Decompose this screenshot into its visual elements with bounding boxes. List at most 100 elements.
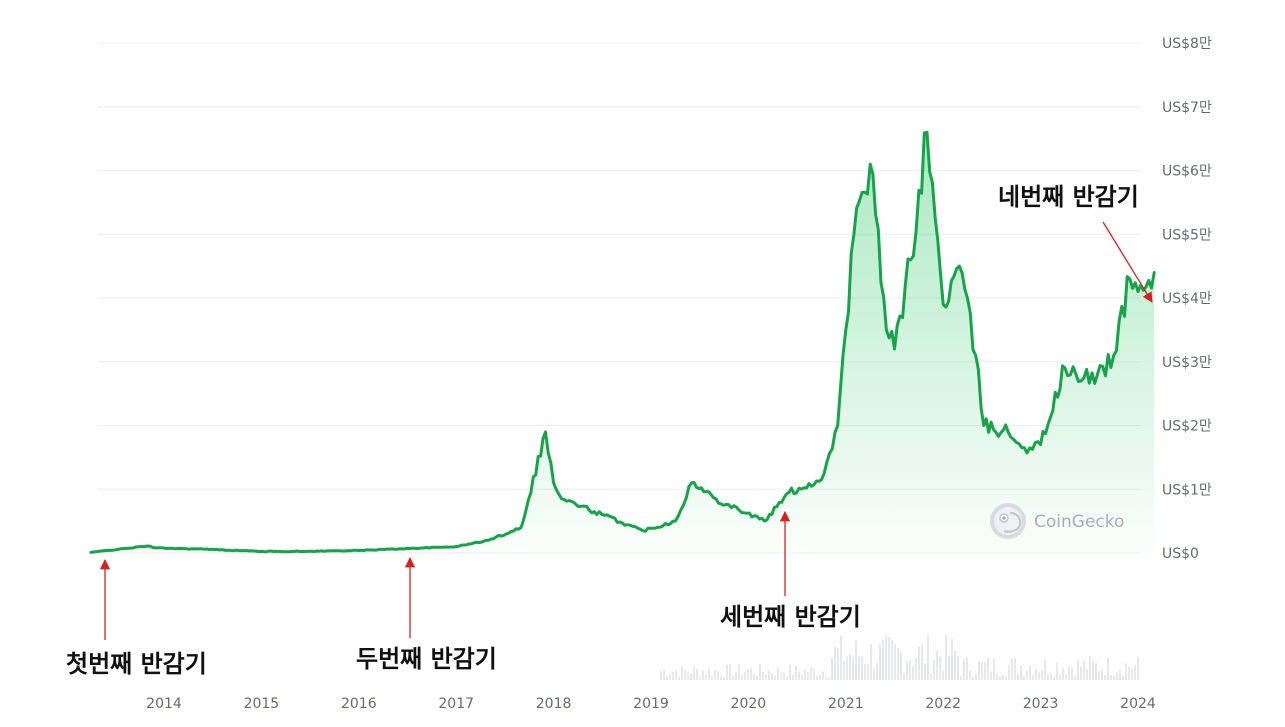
volume-bar (1056, 662, 1058, 680)
volume-bar (756, 675, 758, 680)
volume-bar (687, 672, 689, 680)
watermark: CoinGecko (990, 503, 1124, 539)
volume-bar (822, 671, 824, 680)
volume-bar (696, 668, 698, 680)
volume-bar (798, 671, 800, 680)
volume-bar (969, 670, 971, 680)
volume-bar (1062, 667, 1064, 680)
y-tick-label: US$1만 (1162, 482, 1212, 498)
volume-bar (693, 666, 695, 680)
volume-bar (960, 676, 962, 680)
x-tick-label: 2019 (633, 696, 669, 712)
volume-bar (1095, 662, 1097, 680)
price-area-fill (90, 132, 1155, 554)
volume-bar (1059, 674, 1061, 680)
volume-bar (708, 668, 710, 680)
volume-bar (945, 634, 947, 680)
x-tick-label: 2024 (1120, 696, 1156, 712)
volume-bar (1065, 674, 1067, 680)
volume-bar (915, 658, 917, 680)
volume-bar (780, 672, 782, 680)
volume-bar (903, 673, 905, 680)
volume-bar (801, 674, 803, 680)
x-tick-label: 2021 (828, 696, 864, 712)
y-tick-label: US$5만 (1162, 227, 1212, 243)
y-tick-label: US$3만 (1162, 355, 1212, 371)
volume-bar (771, 673, 773, 680)
volume-bar (726, 664, 728, 680)
halving-arrow (1102, 221, 1153, 303)
volume-bar (996, 672, 998, 680)
volume-bar (672, 671, 674, 680)
y-tick-label: US$6만 (1162, 164, 1212, 180)
volume-bar (1092, 660, 1094, 680)
volume-bar (747, 670, 749, 680)
volume-bar (819, 674, 821, 680)
volume-bar (909, 659, 911, 680)
volume-bar (1107, 657, 1109, 680)
volume-bar (1134, 664, 1136, 680)
volume-bar (1014, 658, 1016, 680)
volume-bar (810, 667, 812, 680)
volume-bar (873, 668, 875, 680)
volume-bar (990, 671, 992, 680)
volume-bar (717, 671, 719, 680)
volume-bar (729, 664, 731, 680)
volume-bar (678, 676, 680, 680)
volume-bar (1128, 667, 1130, 680)
volume-bar (921, 644, 923, 680)
volume-bar (792, 674, 794, 680)
volume-bar (978, 661, 980, 680)
volume-bar (885, 635, 887, 680)
volume-bar (1125, 663, 1127, 680)
volume-bar (1044, 659, 1046, 680)
volume-bar (777, 667, 779, 680)
volume-bar (783, 672, 785, 680)
volume-bar (1131, 668, 1133, 680)
grid-lines (98, 42, 1140, 554)
volume-bar (963, 659, 965, 680)
volume-bar (879, 643, 881, 680)
volume-bar (993, 658, 995, 680)
halving-annotation: 첫번째 반감기 (66, 558, 207, 678)
volume-bar (753, 673, 755, 680)
volume-bar (1047, 673, 1049, 680)
volume-bar (831, 657, 833, 680)
volume-bar (711, 675, 713, 680)
volume-bar (861, 656, 863, 680)
volume-bar (975, 673, 977, 680)
volume-bar (867, 664, 869, 680)
gecko-icon (990, 503, 1026, 539)
volume-bar (723, 677, 725, 680)
volume-bar (1038, 671, 1040, 680)
volume-bar (954, 650, 956, 680)
y-tick-label: US$7만 (1162, 100, 1212, 116)
volume-bar (900, 651, 902, 680)
volume-bar (1080, 666, 1082, 680)
volume-bar (1074, 676, 1076, 680)
volume-bar (951, 639, 953, 680)
volume-bar (1041, 670, 1043, 680)
volume-bar (1020, 665, 1022, 680)
volume-bar (999, 675, 1001, 680)
volume-bar (855, 640, 857, 680)
volume-bar (1053, 676, 1055, 680)
y-tick-label: US$8만 (1162, 36, 1212, 52)
volume-bar (912, 665, 914, 680)
volume-bar (825, 676, 827, 680)
volume-bar (906, 661, 908, 680)
volume-bar (1089, 656, 1091, 680)
volume-bar (750, 668, 752, 680)
volume-bar (888, 636, 890, 680)
watermark-text: CoinGecko (1034, 512, 1124, 532)
volume-bar (891, 639, 893, 680)
volume-bar (789, 664, 791, 680)
y-tick-label: US$4만 (1162, 291, 1212, 307)
volume-bar (828, 677, 830, 680)
volume-bar (852, 656, 854, 680)
volume-bar (765, 674, 767, 680)
volume-bar (1083, 660, 1085, 680)
volume-bar (741, 675, 743, 680)
volume-bar (1005, 676, 1007, 680)
